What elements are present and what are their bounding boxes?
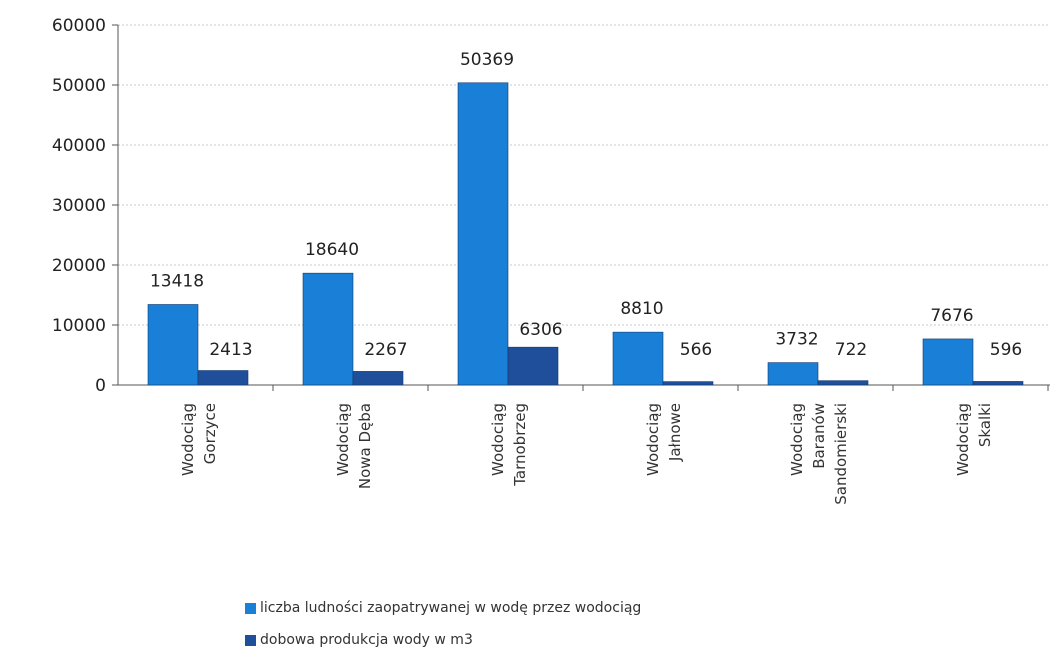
category-label-line: Wodociąg (489, 403, 507, 476)
bar-production (817, 380, 869, 386)
category-label-line: Wodociąg (788, 403, 806, 476)
category-label-line: Wodociąg (334, 403, 352, 476)
bar-production (352, 371, 404, 386)
data-label: 18640 (305, 240, 359, 260)
bar-population (767, 362, 819, 386)
legend-swatch-series-1 (245, 602, 256, 614)
category-label-line: Sandomierski (832, 403, 850, 505)
y-tick-label: 50000 (52, 76, 106, 96)
category-label-line: Wodociąg (179, 403, 197, 476)
category-label: Wodociąg Baranów Sandomierski (788, 403, 850, 505)
data-label: 2267 (364, 340, 407, 360)
data-label: 8810 (620, 299, 663, 319)
data-label: 722 (835, 340, 867, 360)
category-label: Wodociąg Gorzyce (179, 403, 219, 476)
gridlines (118, 24, 1050, 326)
category-label-line: Wodociąg (954, 403, 972, 476)
bar-production (197, 370, 249, 386)
data-label: 566 (680, 340, 712, 360)
legend-swatch-series-2 (245, 634, 256, 646)
legend-item-series-2: dobowa produkcja wody w m3 (245, 628, 641, 652)
x-axis (118, 384, 1050, 391)
bar-production (662, 381, 714, 386)
data-label: 50369 (460, 50, 514, 70)
category-label-line: Jałnowe (666, 403, 684, 462)
y-axis: 0 10000 20000 30000 40000 50000 60000 (52, 16, 119, 396)
y-tick-label: 20000 (52, 256, 106, 276)
y-tick-label: 0 (95, 376, 106, 396)
category-label-line: Tarnobrzeg (511, 403, 529, 487)
data-label: 6306 (519, 320, 562, 340)
category-label: Wodociąg Nowa Dęba (334, 403, 374, 489)
data-labels: 13418 2413 18640 2267 50369 6306 8810 566 3732 72… (150, 50, 1022, 360)
category-label-line: Baranów (810, 403, 828, 469)
data-label: 2413 (209, 340, 252, 360)
category-label-line: Gorzyce (201, 403, 219, 464)
legend-label-series-1: liczba ludności zaopatrywanej w wodę prz… (260, 600, 642, 616)
bar-population (612, 331, 664, 386)
category-label: Wodociąg Tarnobrzeg (489, 403, 529, 487)
bar-production (507, 346, 559, 386)
bar-population (922, 338, 974, 386)
data-label: 13418 (150, 271, 204, 291)
category-label-line: Wodociąg (644, 403, 662, 476)
y-tick-label: 30000 (52, 196, 106, 216)
bar-production (972, 381, 1024, 386)
category-label: Wodociąg Skalki (954, 403, 994, 476)
y-tick-label: 10000 (52, 316, 106, 336)
y-tick-label: 40000 (52, 136, 106, 156)
category-label-line: Nowa Dęba (356, 403, 374, 489)
legend-item-series-1: liczba ludności zaopatrywanej w wodę prz… (245, 596, 641, 620)
data-label: 7676 (930, 306, 973, 326)
data-label: 3732 (775, 330, 818, 350)
data-label: 596 (990, 340, 1022, 360)
category-label: Wodociąg Jałnowe (644, 403, 684, 476)
bar-population (457, 82, 509, 386)
bar-population (302, 272, 354, 386)
category-label-line: Skalki (976, 403, 994, 447)
y-tick-label: 60000 (52, 16, 106, 36)
bar-chart: 0 10000 20000 30000 40000 50000 60000 13418 241… (52, 16, 1050, 505)
category-labels: Wodociąg Gorzyce Wodociąg Nowa Dęba Wodociąg… (179, 403, 994, 505)
legend: liczba ludności zaopatrywanej w wodę prz… (245, 596, 641, 660)
bars (147, 82, 1024, 386)
bar-population (147, 304, 199, 386)
legend-label-series-2: dobowa produkcja wody w m3 (260, 632, 473, 648)
